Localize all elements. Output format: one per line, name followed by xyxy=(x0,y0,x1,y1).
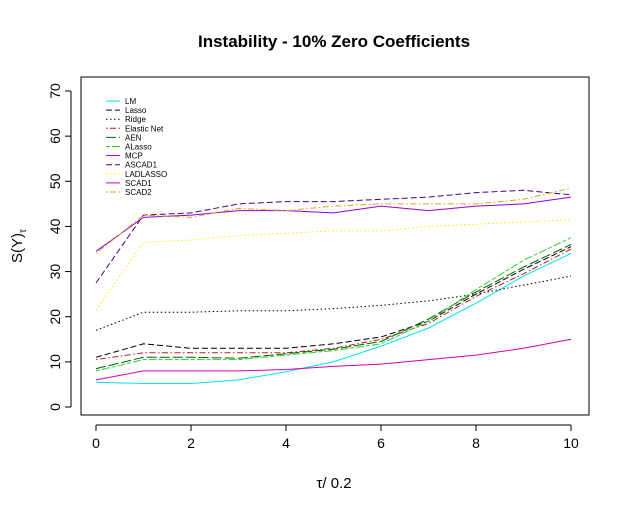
y-tick-label: 0 xyxy=(47,403,63,411)
series-line-aen xyxy=(95,244,572,370)
y-tick-label: 70 xyxy=(47,83,63,99)
series-line-scad2 xyxy=(95,187,572,254)
x-axis: 0 2 4 6 8 10 xyxy=(92,424,579,451)
series-line-alasso xyxy=(95,237,572,372)
y-tick-label: 20 xyxy=(47,309,63,325)
legend-label: Elastic Net xyxy=(125,124,164,133)
legend-label: AEN xyxy=(125,133,142,142)
x-tick-label: 4 xyxy=(282,435,290,451)
legend-label: Lasso xyxy=(125,106,147,115)
legend-label: Ridge xyxy=(125,115,146,124)
y-tick-label: 60 xyxy=(47,128,63,144)
series-line-ridge xyxy=(95,275,572,331)
y-axis-label-main: S(Y) xyxy=(9,233,26,263)
series-line-lm xyxy=(95,253,572,384)
legend-label: LADLASSO xyxy=(125,170,167,179)
series-lines xyxy=(95,187,572,384)
x-tick-label: 6 xyxy=(377,435,385,451)
chart-title: Instability - 10% Zero Coefficients xyxy=(198,32,470,51)
y-axis-label: S(Y)τ xyxy=(9,229,29,263)
legend-label: SCAD1 xyxy=(125,179,152,188)
x-tick-label: 8 xyxy=(472,435,480,451)
svg-text:S(Y)τ: S(Y)τ xyxy=(9,229,29,263)
x-axis-label: τ/ 0.2 xyxy=(316,475,351,492)
legend-label: ALasso xyxy=(125,143,152,152)
legend-label: LM xyxy=(125,97,136,106)
y-tick-label: 10 xyxy=(47,354,63,370)
series-line-ladlasso xyxy=(95,219,572,311)
x-tick-label: 2 xyxy=(187,435,195,451)
series-line-lasso xyxy=(95,246,572,358)
plot-frame xyxy=(80,76,590,416)
y-tick-label: 30 xyxy=(47,264,63,280)
legend-label: ASCAD1 xyxy=(125,161,158,170)
y-axis: 0 10 20 30 40 50 60 70 xyxy=(47,83,72,411)
series-line-ascad1 xyxy=(95,189,572,284)
y-tick-label: 50 xyxy=(47,173,63,189)
x-tick-label: 10 xyxy=(563,435,579,451)
legend-label: MCP xyxy=(125,152,143,161)
x-tick-label: 0 xyxy=(92,435,100,451)
series-line-elastic-net xyxy=(95,248,572,361)
y-axis-label-sub: τ xyxy=(18,229,29,233)
series-line-mcp xyxy=(95,196,572,252)
y-tick-label: 40 xyxy=(47,218,63,234)
series-line-scad1 xyxy=(95,338,572,381)
legend-label: SCAD2 xyxy=(125,188,152,197)
